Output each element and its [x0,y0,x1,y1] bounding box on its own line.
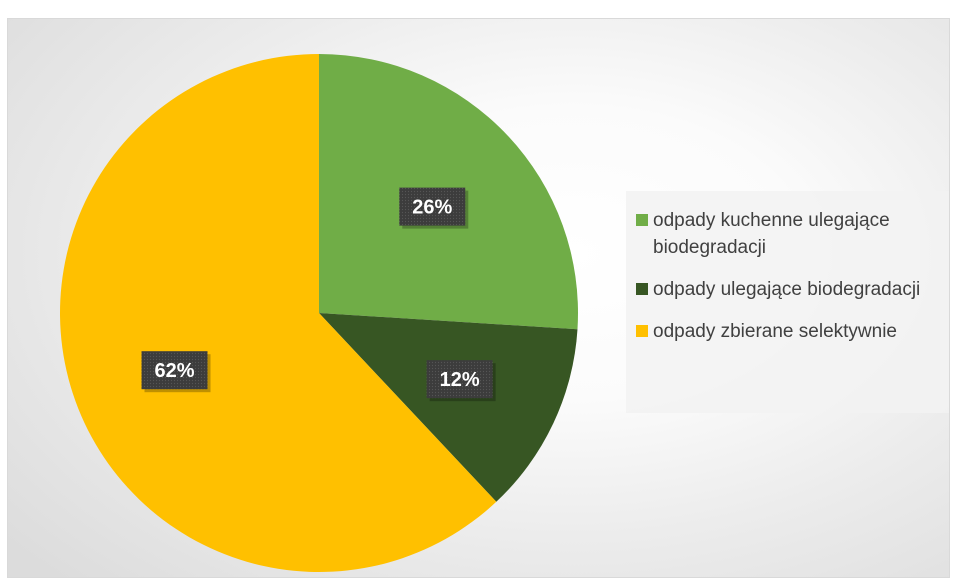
legend-label-kitchen-biodegradable: odpady kuchenne ulegające biodegradacji [653,210,890,258]
legend-item-kitchen-biodegradable: odpady kuchenne ulegające biodegradacji [636,207,949,261]
data-label-text-biodegradable: 12% [440,369,480,391]
legend-label-selective: odpady zbierane selektywnie [653,321,897,342]
data-label-box [141,351,208,390]
chart-area: 26% 12% 62% odpady kuchenne ulegające biod… [7,18,950,578]
legend-swatch-selective [636,325,648,337]
data-label-selective: 62% [141,351,211,393]
legend-swatch-kitchen-biodegradable [636,214,648,226]
data-label-kitchen-biodegradable: 26% [399,187,469,229]
data-label-box [399,187,466,226]
data-label-biodegradable: 12% [426,360,496,402]
data-label-text-kitchen-biodegradable: 26% [412,197,452,219]
legend-item-biodegradable: odpady ulegające biodegradacji [636,276,949,303]
pie-data-labels: 26% 12% 62% [141,187,496,402]
pie-slices [59,54,578,572]
pie-chart: 26% 12% 62% [59,54,578,572]
legend-item-selective: odpady zbierane selektywnie [636,318,949,345]
legend-label-biodegradable: odpady ulegające biodegradacji [653,279,921,300]
data-label-text-selective: 62% [154,360,194,382]
legend: odpady kuchenne ulegające biodegradacji … [626,191,949,413]
pie-slice-selective [59,54,497,572]
data-label-box [426,360,493,399]
pie-slice-biodegradable [319,313,578,502]
legend-swatch-biodegradable [636,283,648,295]
